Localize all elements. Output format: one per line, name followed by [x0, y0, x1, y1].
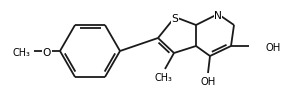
Text: O: O	[43, 48, 51, 57]
Text: N: N	[214, 11, 222, 21]
Text: OH: OH	[265, 43, 280, 53]
Text: CH₃: CH₃	[154, 72, 172, 82]
Text: S: S	[172, 14, 178, 24]
Text: CH₃: CH₃	[12, 48, 30, 57]
Text: OH: OH	[200, 76, 216, 86]
